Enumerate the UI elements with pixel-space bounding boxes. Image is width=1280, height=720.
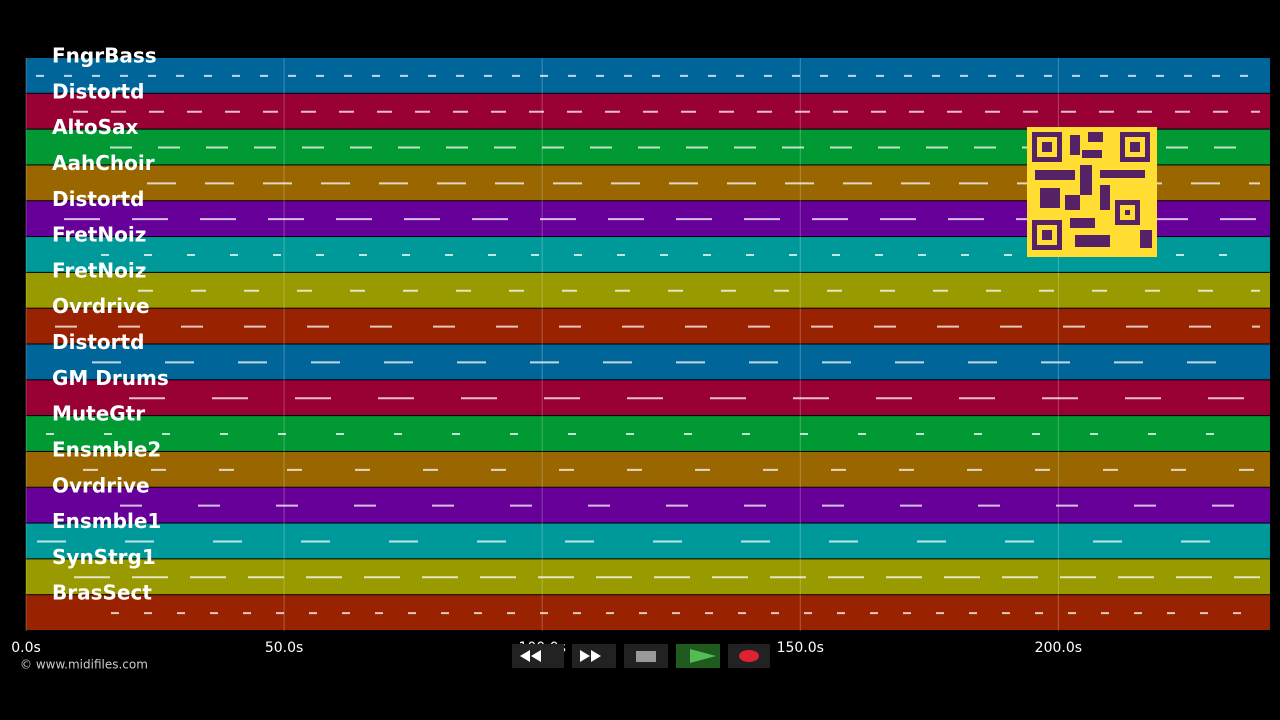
track-band xyxy=(26,416,1270,451)
track-band xyxy=(26,272,1270,308)
rewind-button[interactable] xyxy=(512,644,564,668)
track-name: Distortd xyxy=(52,330,144,354)
track-name: AahChoir xyxy=(52,151,155,175)
labels: FngrBass Distortd AltoSax AahChoir Distortd F… xyxy=(52,44,169,605)
time-tick-label: 50.0s xyxy=(265,640,303,656)
play-button[interactable] xyxy=(676,644,720,668)
record-button[interactable] xyxy=(728,644,770,668)
track-name: BrasSect xyxy=(52,581,152,605)
time-tick-label: 200.0s xyxy=(1035,640,1082,656)
track-band xyxy=(26,595,1270,630)
track-band xyxy=(26,308,1270,344)
track-name: Ovrdrive xyxy=(52,473,150,497)
track-band xyxy=(26,344,1270,380)
time-tick-label: 0.0s xyxy=(11,640,41,656)
copyright: © www.midifiles.com xyxy=(20,658,148,672)
track-name: Ensmble2 xyxy=(52,437,161,461)
forward-button[interactable] xyxy=(572,644,616,668)
track-name: Ensmble1 xyxy=(52,509,161,533)
track-name: Ovrdrive xyxy=(52,294,150,318)
track-name: FretNoiz xyxy=(52,258,146,282)
track-name: FngrBass xyxy=(52,44,157,68)
time-tick-label: 150.0s xyxy=(777,640,824,656)
track-name: AltoSax xyxy=(52,115,139,139)
qr-code xyxy=(1027,127,1157,257)
track-band xyxy=(26,451,1270,487)
track-name: SynStrg1 xyxy=(52,545,156,569)
track-name: Distortd xyxy=(52,79,144,103)
track-band xyxy=(26,58,1270,93)
track-name: GM Drums xyxy=(52,366,169,390)
track-name: MuteGtr xyxy=(52,402,145,426)
track-band xyxy=(26,523,1270,559)
track-name: FretNoiz xyxy=(52,223,146,247)
stop-button[interactable] xyxy=(624,644,668,668)
controls xyxy=(512,644,770,668)
track-name: Distortd xyxy=(52,187,144,211)
